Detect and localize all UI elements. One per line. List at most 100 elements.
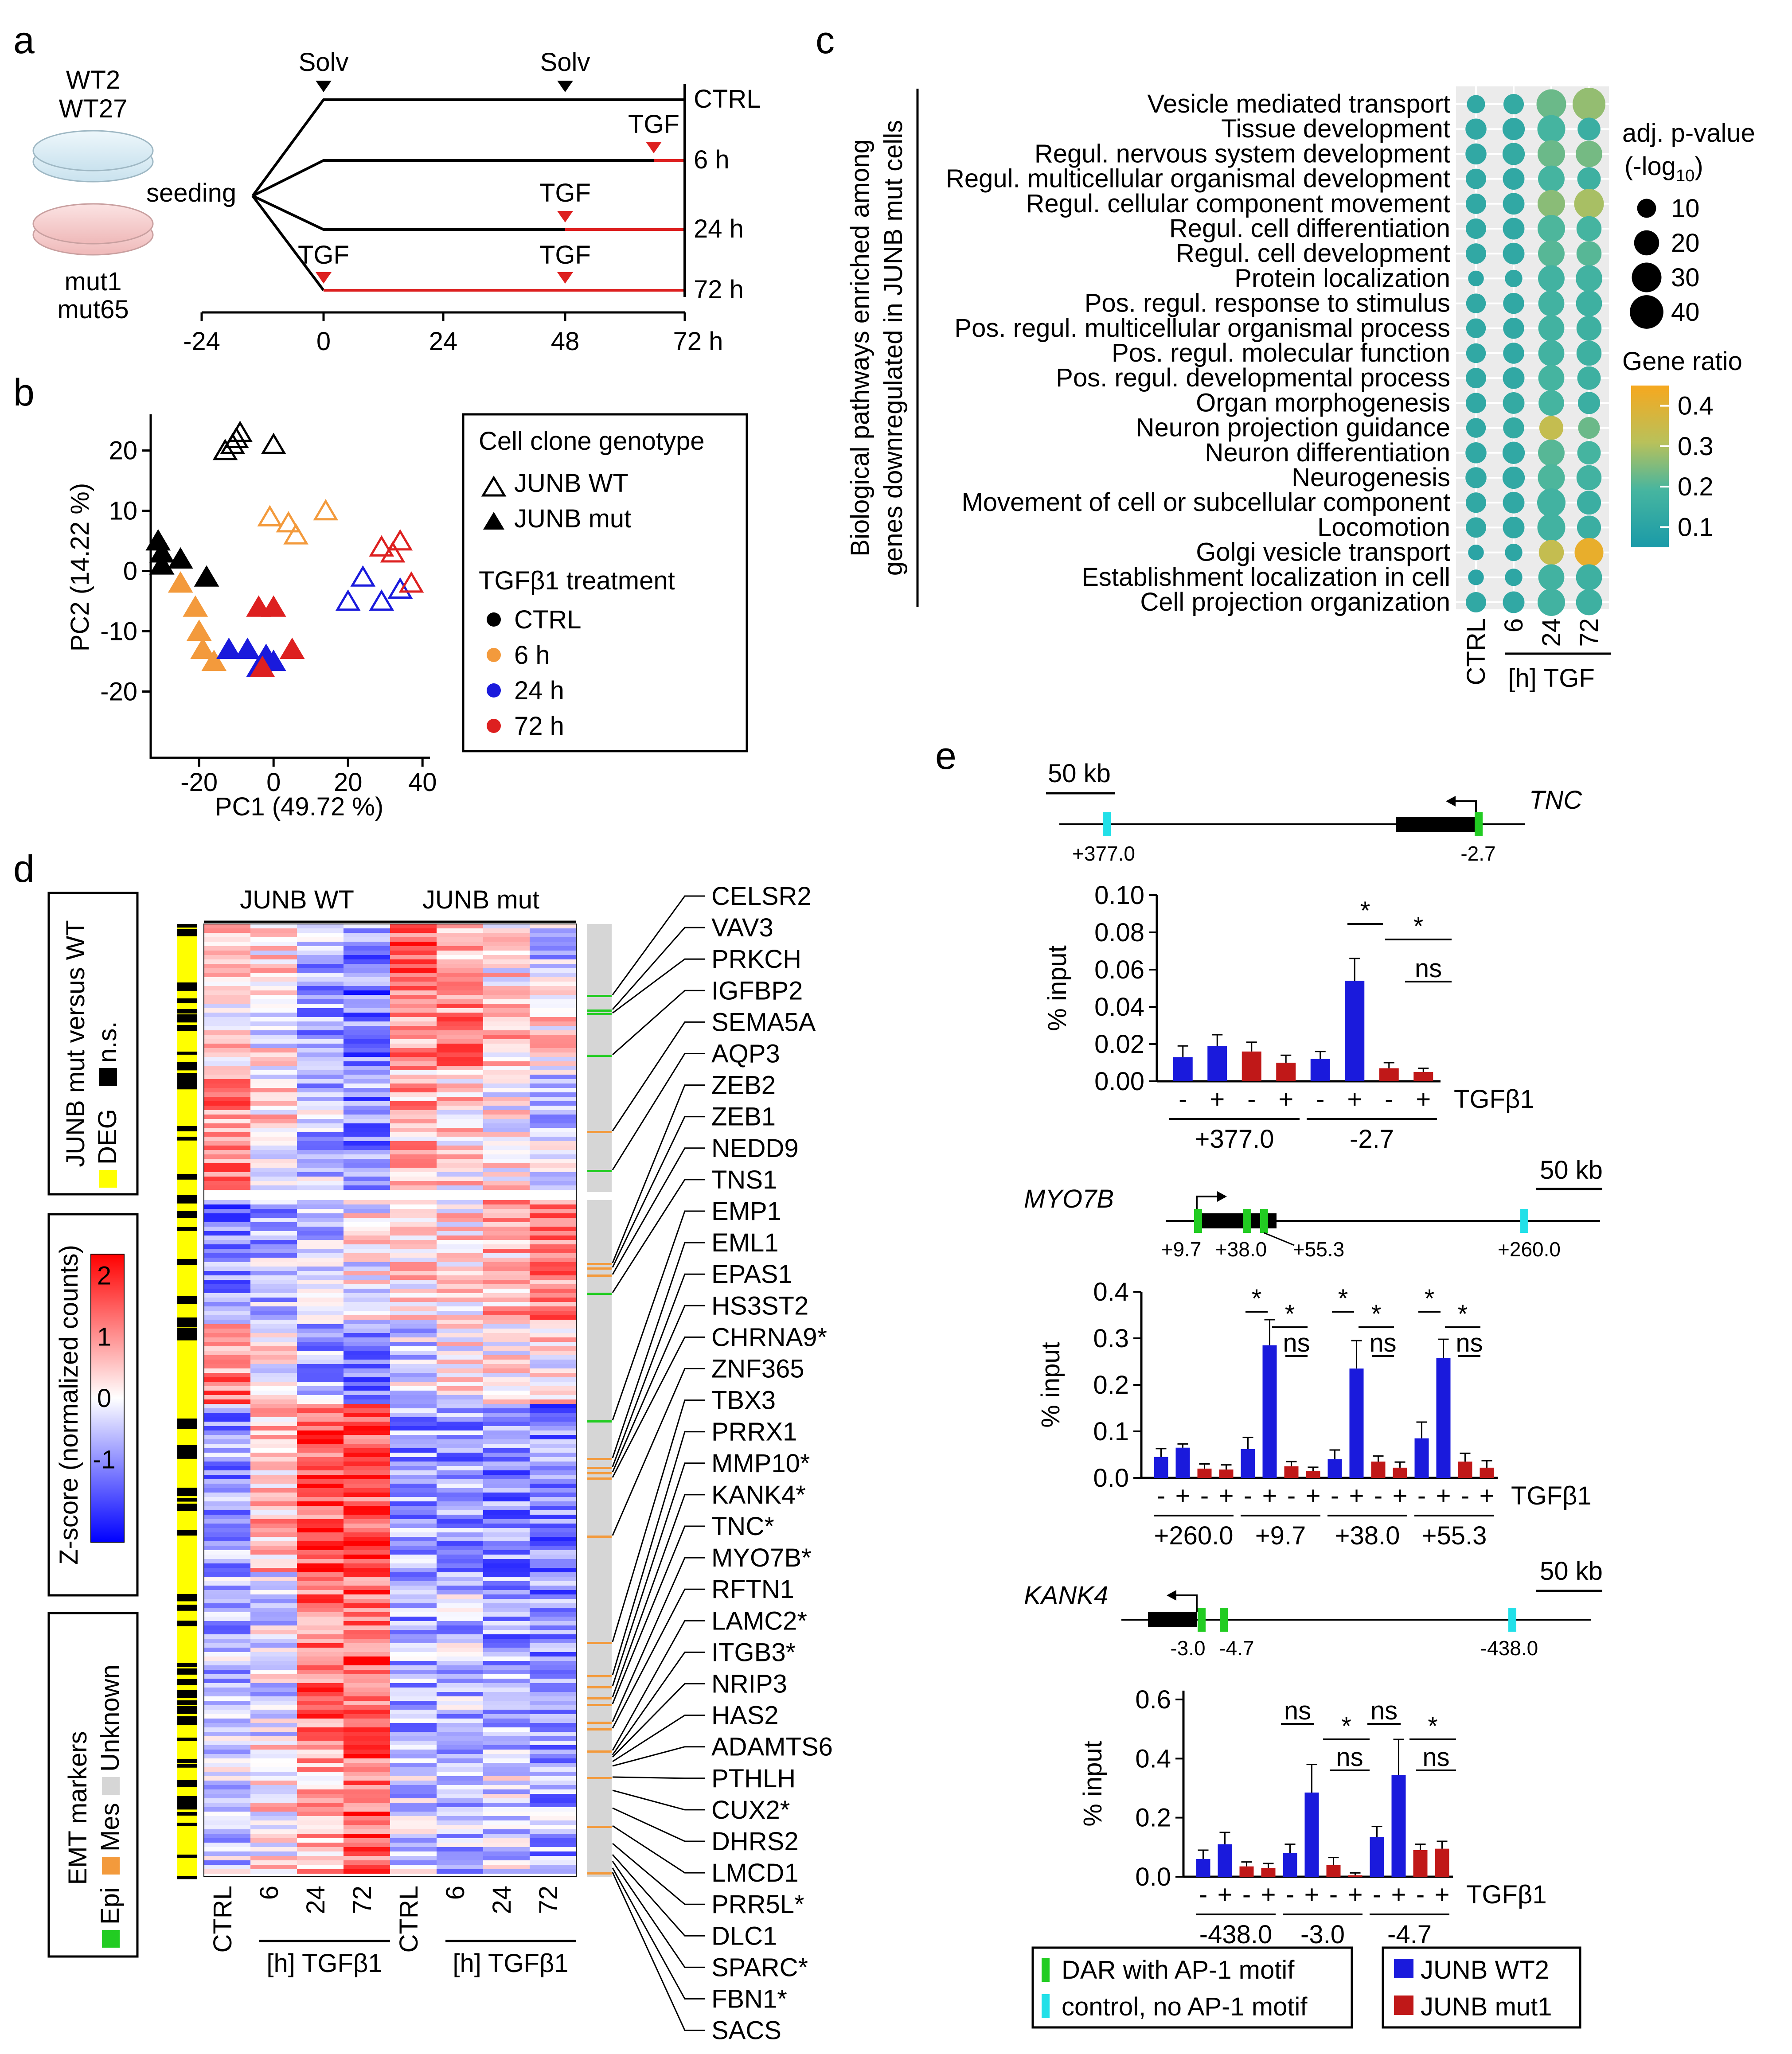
heatmap-cell [250,1546,297,1551]
heatmap-cell [344,1501,390,1506]
heatmap-cell [437,1674,484,1679]
heatmap-cell [530,1590,577,1595]
emt-mes-mark [587,1675,612,1677]
pca-point-mut [183,595,208,617]
heatmap-cell [390,1240,437,1245]
heatmap-cell [204,999,251,1004]
chip-sig-label: * [1425,1284,1435,1313]
heatmap-cell [437,1599,484,1604]
gene-connector [612,1843,705,1905]
heatmap-cell [390,1515,437,1520]
chip-treatment-sign: - [1179,1085,1187,1114]
heatmap-cell [250,1088,297,1093]
heatmap-cell [344,1798,390,1803]
heatmap-cell [390,1524,437,1528]
heatmap-cell [483,1634,530,1639]
heatmap-cell [483,1426,530,1431]
heatmap-cell [390,1719,437,1723]
heatmap-cell [530,1714,577,1719]
heatmap-cell [250,1608,297,1613]
heatmap-cell [204,1057,251,1062]
heatmap-cell [344,1439,390,1444]
heatmap-cell [483,1519,530,1524]
heatmap-cell [344,1386,390,1391]
heatmap-cell [250,990,297,995]
heatmap-cell [390,1168,437,1173]
dotplot-dot [1502,441,1525,464]
heatmap-cell [297,1816,344,1821]
deg-ns-mark [177,982,197,991]
heatmap-cell [483,1501,530,1506]
heatmap-cell [344,1599,390,1604]
heatmap-cell [530,973,577,978]
heatmap-cell [530,1061,577,1066]
heatmap-cell [204,1092,251,1097]
heatmap-cell [204,1656,251,1661]
chip-sig-label: ns [1369,1329,1396,1357]
dotplot-dot [1468,270,1484,287]
heatmap-cell [250,1621,297,1626]
heatmap-cell [437,1021,484,1026]
heatmap-cell [297,1462,344,1466]
gene-connector [612,1789,705,1811]
heatmap-cell [250,1723,297,1728]
heatmap-cell [390,1368,437,1373]
heatmap-cell [250,1475,297,1480]
heatmap-cell [437,1758,484,1763]
size-legend-dot [1634,230,1659,256]
heatmap-cell [297,1537,344,1542]
heatmap-cell [297,1119,344,1124]
heatmap-cell [344,1236,390,1240]
heatmap-cell [250,1075,297,1080]
deg-ns-mark [177,1317,197,1323]
heatmap-cell [437,1289,484,1294]
heatmap-cell [530,1847,577,1852]
heatmap-cell [530,933,577,938]
heatmap-cell [483,1146,530,1150]
heatmap-cell [437,1665,484,1670]
gene-label: PRKCH [711,945,801,974]
heatmap-cell [297,1395,344,1400]
heatmap-cell [204,1501,251,1506]
heatmap-cell [297,1408,344,1413]
heatmap-cell [297,1546,344,1551]
heatmap-cell [250,1581,297,1586]
heatmap-cell [297,1386,344,1391]
heatmap-cell [344,1453,390,1458]
heatmap-cell [390,1475,437,1480]
heatmap-cell [250,1710,297,1715]
deg-ns-mark [177,1759,197,1763]
heatmap-cell [344,1590,390,1595]
heatmap-cell [530,1736,577,1741]
gene-label: TNS1 [711,1165,777,1194]
heatmap-cell [390,1088,437,1093]
heatmap-cell [483,1399,530,1404]
heatmap-cell [483,1732,530,1737]
heatmap-cell [530,1039,577,1044]
chip-ytick-label: 0.4 [1135,1744,1171,1773]
heatmap-cell [530,1013,577,1017]
heatmap-cell [297,1612,344,1617]
heatmap-cell [483,1364,530,1369]
heatmap-cell [297,1643,344,1648]
chip-bar [1371,1462,1386,1478]
heatmap-cell [530,1132,577,1137]
heatmap-cell [390,1013,437,1017]
time-tick-48: 48 [551,327,580,356]
heatmap-cell [390,1785,437,1790]
row-ctrl: CTRL [694,85,761,113]
legend-title-genotype: Cell clone genotype [479,427,704,456]
heatmap-cell [437,1670,484,1675]
heatmap-cell [483,1643,530,1648]
heatmap-cell [344,1488,390,1493]
heatmap-cell [250,1617,297,1621]
heatmap-cell [483,1785,530,1790]
heatmap-cell [530,1395,577,1400]
heatmap-cell [344,964,390,969]
heatmap-cell [483,1719,530,1723]
heatmap-cell [250,1280,297,1285]
heatmap-cell [437,1106,484,1111]
heatmap-cell [437,1075,484,1080]
dotplot-dot [1538,439,1565,466]
heatmap-cell [437,1568,484,1573]
